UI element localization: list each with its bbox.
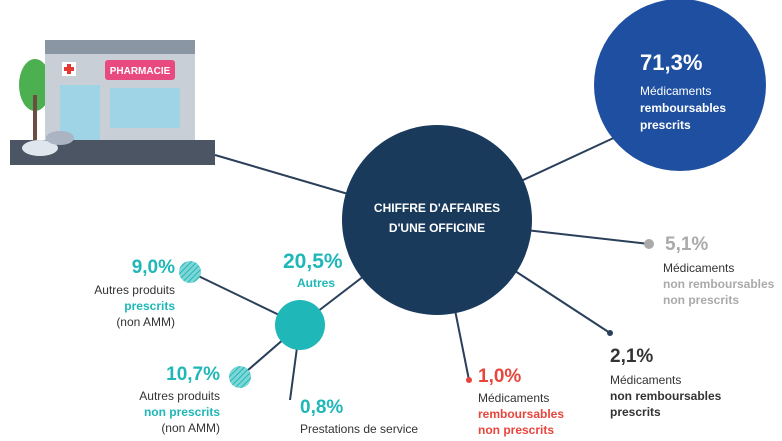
value: 0,8% (300, 397, 343, 418)
label: Prestations de service (300, 422, 418, 436)
label: Médicaments (610, 373, 681, 387)
center-circle (342, 125, 532, 315)
main-circle (594, 0, 766, 171)
label: prescrits (124, 299, 175, 313)
label: Médicaments (663, 261, 734, 275)
label: Médicaments (640, 84, 711, 98)
value: 2,1% (610, 346, 653, 367)
dot (644, 239, 654, 249)
label: non remboursables (663, 277, 775, 291)
label: non remboursables (610, 389, 722, 403)
dot (607, 330, 613, 336)
label: (non AMM) (116, 315, 175, 329)
value: 71,3% (640, 50, 702, 75)
label: remboursables (478, 407, 564, 421)
dot (466, 377, 472, 383)
label: prescrits (610, 405, 661, 419)
store-sign: PHARMACIE (110, 66, 171, 77)
hatched-circle (179, 261, 201, 283)
center-label: CHIFFRE D'AFFAIRES (374, 201, 500, 215)
value: 20,5% (283, 250, 343, 273)
label: Médicaments (478, 391, 549, 405)
value: 5,1% (665, 234, 708, 255)
label: non prescrits (478, 423, 554, 437)
value: 1,0% (478, 366, 521, 387)
label: non prescrits (663, 293, 739, 307)
others-circle (275, 300, 325, 350)
label: Autres produits (139, 389, 220, 403)
label: prescrits (640, 118, 691, 132)
pharmacy-illustration: PHARMACIE (10, 40, 215, 165)
label: Autres produits (94, 283, 175, 297)
label: Autres (297, 276, 335, 290)
value: 10,7% (166, 364, 220, 385)
label: (non AMM) (161, 421, 220, 435)
hatched-circle (229, 366, 251, 388)
center-label: D'UNE OFFICINE (389, 221, 485, 235)
label: remboursables (640, 101, 726, 115)
label: non prescrits (144, 405, 220, 419)
value: 9,0% (132, 257, 175, 278)
